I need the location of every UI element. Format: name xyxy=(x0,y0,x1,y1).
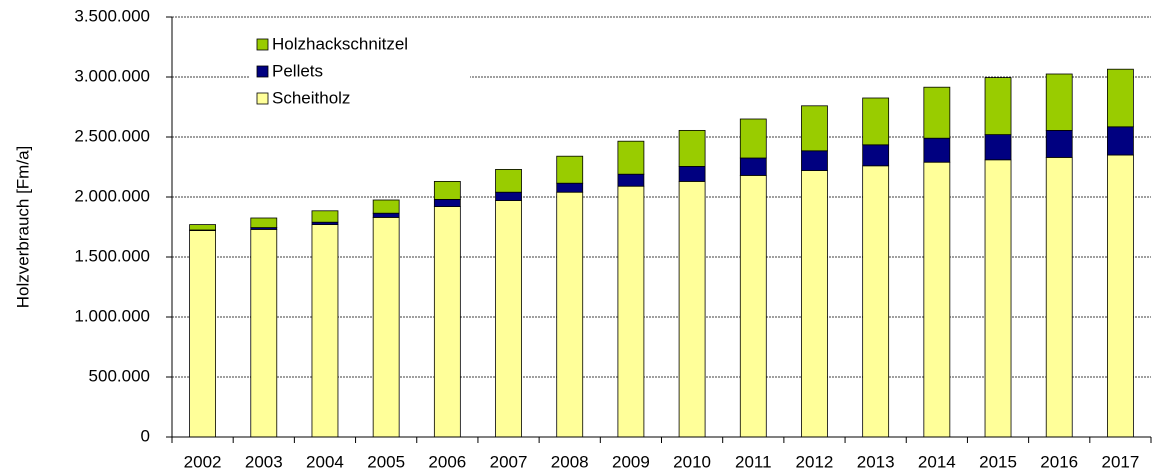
bar-segment xyxy=(1045,73,1073,131)
x-tick-label: 2014 xyxy=(918,452,956,471)
bar-segment xyxy=(678,165,706,182)
x-tick-label: 2007 xyxy=(490,452,528,471)
bar-segment xyxy=(1107,154,1134,438)
y-tick-label: 1.500.000 xyxy=(74,246,150,265)
bar-segment xyxy=(862,165,890,438)
bar-segment xyxy=(556,191,584,438)
bar-segment xyxy=(1045,129,1073,158)
bar-segment xyxy=(495,191,522,201)
bar-segment xyxy=(311,224,339,438)
x-tick-label: 2012 xyxy=(796,452,834,471)
bar-segment xyxy=(189,224,216,231)
bar-segment xyxy=(862,97,890,146)
y-tick-label: 0 xyxy=(141,426,150,445)
bar-segment xyxy=(372,199,400,214)
x-tick-label: 2006 xyxy=(428,452,466,471)
x-tick-label: 2008 xyxy=(551,452,589,471)
x-tick-label: 2003 xyxy=(245,452,283,471)
bar-segment xyxy=(189,230,216,438)
legend-label: Pellets xyxy=(272,61,323,80)
bar-segment xyxy=(739,118,767,159)
bar-segment xyxy=(617,173,645,187)
bar-segment xyxy=(556,182,584,193)
y-tick-label: 500.000 xyxy=(89,366,150,385)
bar-segment xyxy=(1045,156,1073,438)
legend-label: Scheitholz xyxy=(272,88,350,107)
bar-segment xyxy=(556,155,584,184)
bar-segment xyxy=(984,77,1012,135)
legend-swatch xyxy=(256,38,269,51)
bar-segment xyxy=(862,144,890,167)
bar-segment xyxy=(678,129,706,167)
x-tick-label: 2002 xyxy=(184,452,222,471)
bar-segment xyxy=(311,210,339,223)
bar-segment xyxy=(801,150,828,172)
bar-segment xyxy=(433,198,461,207)
x-tick-label: 2013 xyxy=(857,452,895,471)
x-tick-label: 2010 xyxy=(673,452,711,471)
x-tick-label: 2005 xyxy=(367,452,405,471)
bar-segment xyxy=(984,159,1012,438)
x-tick-label: 2009 xyxy=(612,452,650,471)
legend-box xyxy=(250,32,470,116)
x-tick-label: 2011 xyxy=(735,452,772,471)
bar-segment xyxy=(372,212,400,218)
bar-segment xyxy=(372,216,400,438)
bar-segment xyxy=(678,180,706,438)
bar-segment xyxy=(923,86,951,139)
x-tick-label: 2016 xyxy=(1040,452,1078,471)
x-tick-label: 2015 xyxy=(979,452,1017,471)
bar-segment xyxy=(495,168,522,193)
bar-segment xyxy=(433,206,461,438)
bar-segment xyxy=(923,137,951,163)
legend-label: Holzhackschnitzel xyxy=(272,34,408,53)
y-axis-title: Holzverbrauch [Fm/a] xyxy=(13,146,32,309)
bar-segment xyxy=(984,134,1012,161)
y-tick-label: 2.500.000 xyxy=(74,126,150,145)
y-tick-label: 3.500.000 xyxy=(74,6,150,25)
x-tick-label: 2017 xyxy=(1101,452,1139,471)
y-tick-label: 1.000.000 xyxy=(74,306,150,325)
y-tick-label: 3.000.000 xyxy=(74,66,150,85)
legend-swatch xyxy=(256,92,269,105)
legend-swatch xyxy=(256,65,269,78)
bar-segment xyxy=(250,228,278,438)
bar-segment xyxy=(739,157,767,176)
bar-segment xyxy=(739,174,767,438)
bar-segment xyxy=(1107,126,1134,156)
bar-segment xyxy=(433,180,461,200)
bar-segment xyxy=(1107,68,1134,128)
bar-segment xyxy=(617,185,645,438)
y-tick-label: 2.000.000 xyxy=(74,186,150,205)
bar-segment xyxy=(495,200,522,438)
x-tick-label: 2004 xyxy=(306,452,344,471)
bar-segment xyxy=(923,161,951,438)
bar-segment xyxy=(801,170,828,438)
bar-segment xyxy=(801,105,828,152)
bar-segment xyxy=(250,217,278,229)
bar-segment xyxy=(617,140,645,175)
